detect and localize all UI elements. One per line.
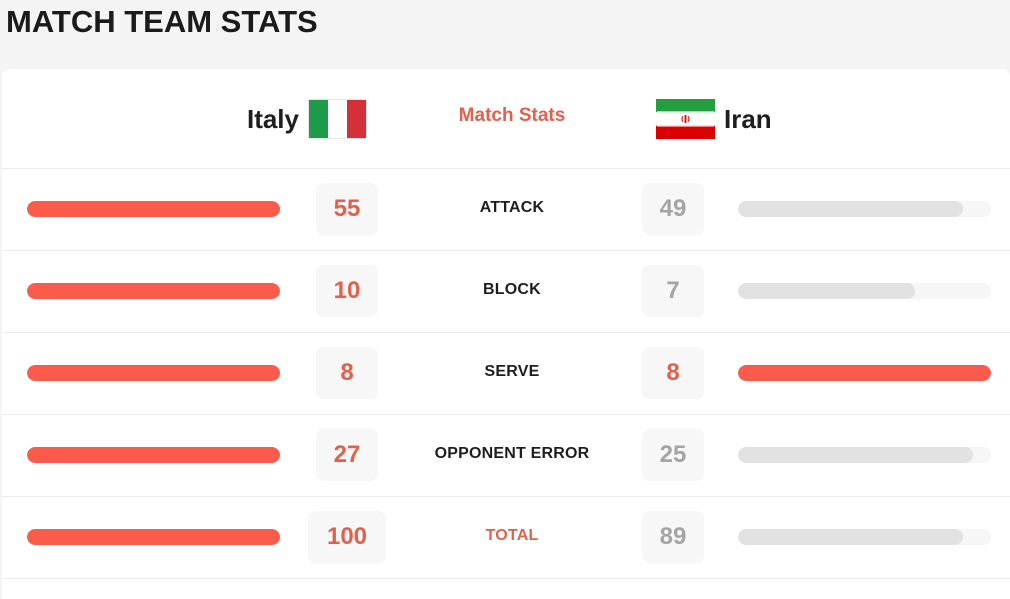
home-bar xyxy=(27,283,280,299)
home-value: 100 xyxy=(308,511,386,563)
match-stats-card: Italy Match Stats xyxy=(2,69,1010,599)
away-bar xyxy=(738,283,991,299)
home-bar xyxy=(27,365,280,381)
home-bar-fill xyxy=(27,201,280,217)
away-team-name: Iran xyxy=(724,103,772,134)
away-bar-fill xyxy=(738,201,964,217)
stat-label: ATTACK xyxy=(479,199,545,216)
stat-row-serve: 8 SERVE 8 xyxy=(2,333,1010,415)
home-bar-fill xyxy=(27,529,280,545)
home-value: 27 xyxy=(316,429,378,481)
stat-row-total: 100 TOTAL 89 xyxy=(2,497,1010,579)
home-team-name: Italy xyxy=(246,103,299,134)
home-bar xyxy=(27,447,280,463)
home-value: 10 xyxy=(316,265,378,317)
stat-row-opponent-error: 27 OPPONENT ERROR 25 xyxy=(2,415,1010,497)
home-bar xyxy=(27,201,280,217)
stat-label: SERVE xyxy=(484,363,540,380)
home-team: Italy xyxy=(247,99,367,139)
match-stats-heading: Match Stats xyxy=(458,105,566,126)
away-value: 8 xyxy=(642,347,704,399)
home-bar-fill xyxy=(27,283,280,299)
stat-row-block: 10 BLOCK 7 xyxy=(2,251,1010,333)
away-value: 89 xyxy=(642,511,704,563)
stats-rows: 55 ATTACK 49 10 BLOCK 7 8 SERVE 8 xyxy=(2,169,1010,579)
stat-row-attack: 55 ATTACK 49 xyxy=(2,169,1010,251)
home-bar xyxy=(27,529,280,545)
away-value: 25 xyxy=(642,429,704,481)
away-bar xyxy=(738,201,991,217)
away-bar xyxy=(738,365,991,381)
away-team: Iran xyxy=(656,99,772,139)
away-bar-fill xyxy=(738,283,916,299)
away-value: 7 xyxy=(642,265,704,317)
away-bar xyxy=(738,447,991,463)
stat-label: OPPONENT ERROR xyxy=(434,445,590,462)
home-value: 55 xyxy=(316,183,378,235)
home-bar-fill xyxy=(27,447,280,463)
home-bar-fill xyxy=(27,365,280,381)
page-title: MATCH TEAM STATS xyxy=(6,4,318,39)
stat-label-total: TOTAL xyxy=(485,527,539,544)
away-bar xyxy=(738,529,991,545)
stat-label: BLOCK xyxy=(483,281,541,298)
italy-flag-icon xyxy=(308,99,367,139)
stats-header: Italy Match Stats xyxy=(2,69,1010,169)
iran-flag-icon xyxy=(656,99,715,139)
away-bar-fill xyxy=(738,447,974,463)
away-bar-fill xyxy=(738,365,991,381)
away-value: 49 xyxy=(642,183,704,235)
away-bar-fill xyxy=(738,529,964,545)
home-value: 8 xyxy=(316,347,378,399)
